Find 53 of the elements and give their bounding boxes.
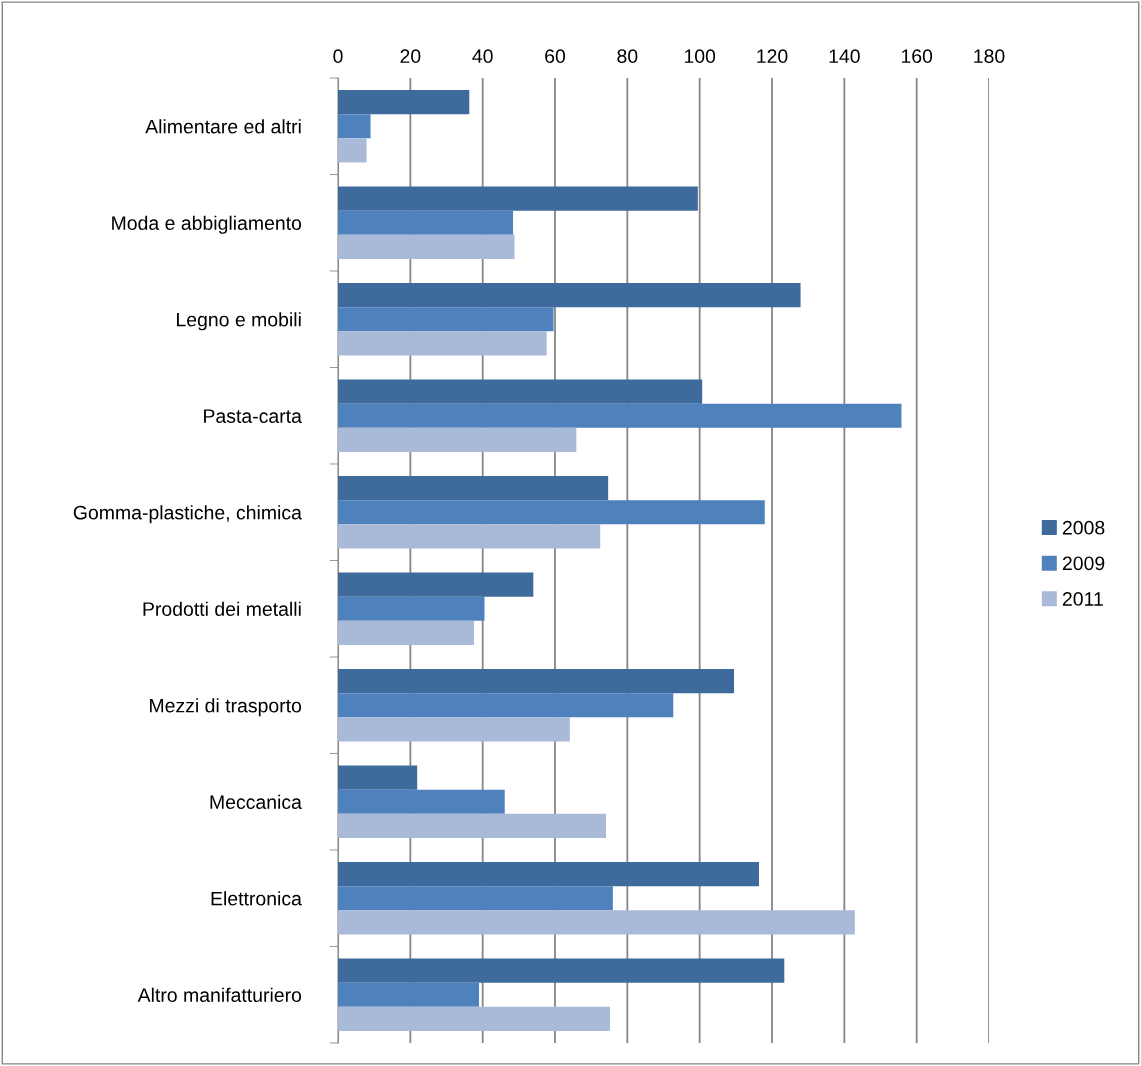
- bar: [338, 596, 485, 621]
- legend-label: 2008: [1062, 520, 1105, 535]
- x-tick-label: 180: [974, 49, 1005, 64]
- bar: [338, 669, 735, 694]
- bar: [338, 379, 703, 404]
- y-tick-label: Altro manifatturiero: [137, 987, 302, 1002]
- x-tick-label: 60: [545, 49, 566, 64]
- bar: [338, 982, 480, 1007]
- bar: [338, 186, 698, 211]
- x-tick-label: 120: [757, 49, 788, 64]
- y-tick-label: Gomma-plastiche, chimica: [73, 505, 302, 524]
- y-tick-label: Moda e abbigliamento: [112, 215, 302, 234]
- bar: [338, 813, 606, 838]
- y-tick-label: Meccanica: [210, 794, 302, 809]
- y-tick-label: Pasta-carta: [204, 409, 302, 423]
- bar: [338, 572, 534, 597]
- bar: [338, 765, 418, 790]
- legend-label: 2011: [1062, 592, 1103, 606]
- x-tick-label: 140: [829, 49, 860, 64]
- x-tick-label: 100: [684, 49, 716, 64]
- x-tick-label: 40: [472, 49, 493, 64]
- bar: [338, 693, 674, 718]
- bar: [338, 1006, 610, 1031]
- x-tick-label: 20: [400, 49, 421, 64]
- bar: [338, 910, 855, 935]
- bar: [338, 500, 765, 525]
- bar: [338, 90, 470, 115]
- bar: [338, 958, 785, 983]
- bar: [338, 620, 474, 645]
- y-tick-label: Prodotti dei metalli: [143, 601, 301, 616]
- bar: [338, 886, 613, 911]
- bar: [338, 403, 902, 428]
- bar: [338, 331, 547, 356]
- bar: [338, 524, 601, 549]
- y-tick-label: Elettronica: [211, 891, 302, 906]
- bar: [338, 234, 515, 259]
- bar: [338, 283, 801, 308]
- bar: [338, 789, 505, 814]
- bar: [338, 114, 371, 139]
- bar: [338, 210, 514, 235]
- y-tick-label: Alimentare ed altri: [145, 119, 301, 134]
- bar: [338, 427, 577, 452]
- x-tick-label: 160: [901, 49, 933, 64]
- x-tick-label: 80: [617, 49, 638, 64]
- y-tick-label: Legno e mobili: [177, 312, 301, 331]
- bar: [338, 138, 367, 163]
- y-tick-label: Mezzi di trasporto: [150, 698, 302, 717]
- bar: [338, 717, 570, 742]
- bar: [338, 476, 609, 501]
- bar: [338, 307, 554, 332]
- x-tick-label: 0: [333, 49, 343, 64]
- legend-label: 2009: [1062, 556, 1105, 571]
- bar: [338, 862, 759, 887]
